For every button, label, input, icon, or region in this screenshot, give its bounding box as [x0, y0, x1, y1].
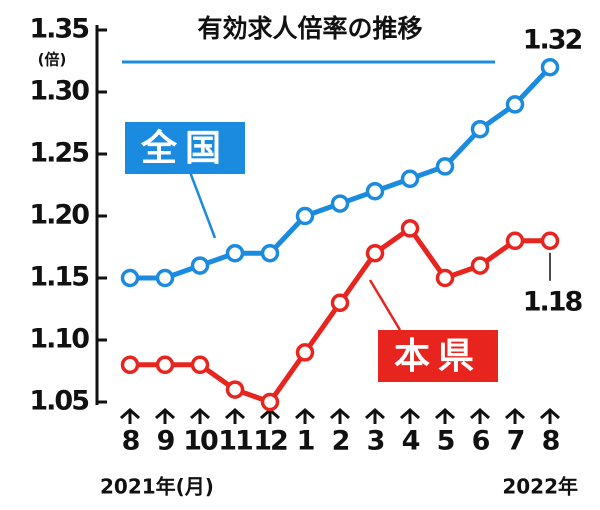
- point: [330, 293, 350, 313]
- point: [435, 157, 455, 176]
- point: [155, 355, 175, 375]
- x-tick-label: 1: [297, 426, 314, 457]
- x-tick-label: 6: [472, 426, 490, 457]
- x-tick-label: 3: [367, 426, 384, 457]
- point: [365, 243, 385, 263]
- point: [540, 231, 560, 251]
- x-tick-label: 12: [253, 426, 287, 457]
- x-tick-arrow: [470, 407, 490, 424]
- x-tick-arrow: [540, 407, 560, 424]
- legend-label: 本県: [394, 336, 482, 377]
- value-label: 1.32: [523, 25, 582, 56]
- point: [155, 268, 175, 288]
- point: [225, 243, 245, 263]
- legend-label: 全国: [140, 127, 229, 169]
- x-tick-arrow: [190, 407, 210, 424]
- x-tick-arrow: [295, 407, 315, 424]
- legend-box: [378, 330, 498, 382]
- x-tick-arrow: [120, 407, 140, 424]
- x-tick-arrow: [225, 407, 245, 424]
- y-tick-label: 1.35: [29, 14, 88, 45]
- x-tick-arrow: [365, 407, 385, 424]
- x-tick-arrow: [155, 407, 175, 424]
- x-tick-label: 11: [218, 426, 252, 457]
- point: [120, 268, 140, 288]
- point: [365, 181, 385, 201]
- x-tick-arrow: [435, 407, 455, 424]
- y-tick-label: 1.15: [29, 262, 88, 293]
- y-tick-label: 1.30: [29, 76, 89, 107]
- x-note: 2021年(月): [100, 475, 214, 499]
- legend-box: [125, 122, 245, 174]
- point: [400, 169, 420, 189]
- x-tick-label: 10: [183, 426, 218, 457]
- x-tick-arrow: [260, 407, 280, 424]
- point: [505, 95, 525, 114]
- value-label: 1.18: [523, 286, 583, 317]
- x-tick-label: 5: [437, 426, 454, 457]
- x-note: 2022年: [502, 475, 578, 499]
- x-tick-label: 8: [122, 426, 140, 457]
- point: [260, 392, 280, 412]
- point: [225, 380, 245, 399]
- x-tick-label: 4: [402, 426, 420, 457]
- x-tick-label: 9: [157, 426, 175, 457]
- point: [330, 194, 350, 213]
- point: [295, 343, 315, 362]
- x-tick-label: 2: [332, 426, 349, 457]
- x-tick-label: 7: [507, 426, 524, 457]
- point: [295, 206, 315, 226]
- point: [470, 119, 490, 139]
- y-tick-label: 1.20: [29, 200, 89, 231]
- point: [260, 243, 280, 263]
- x-tick-arrow: [330, 407, 350, 424]
- x-tick-arrow: [400, 407, 420, 424]
- point: [190, 256, 210, 275]
- x-tick-label: 8: [542, 426, 560, 457]
- y-unit: (倍): [38, 51, 67, 69]
- point: [540, 57, 560, 77]
- point: [435, 268, 455, 288]
- y-tick-label: 1.25: [29, 138, 88, 169]
- y-tick-label: 1.10: [29, 324, 89, 355]
- point: [190, 355, 210, 375]
- point: [505, 231, 525, 251]
- chart-title: 有効求人倍率の推移: [197, 14, 422, 43]
- x-tick-arrow: [505, 407, 525, 424]
- legend-pointer: [188, 171, 217, 239]
- legend-pointer: [368, 279, 402, 331]
- point: [120, 355, 140, 375]
- point: [400, 219, 420, 238]
- y-tick-label: 1.05: [29, 386, 88, 417]
- point: [470, 256, 490, 275]
